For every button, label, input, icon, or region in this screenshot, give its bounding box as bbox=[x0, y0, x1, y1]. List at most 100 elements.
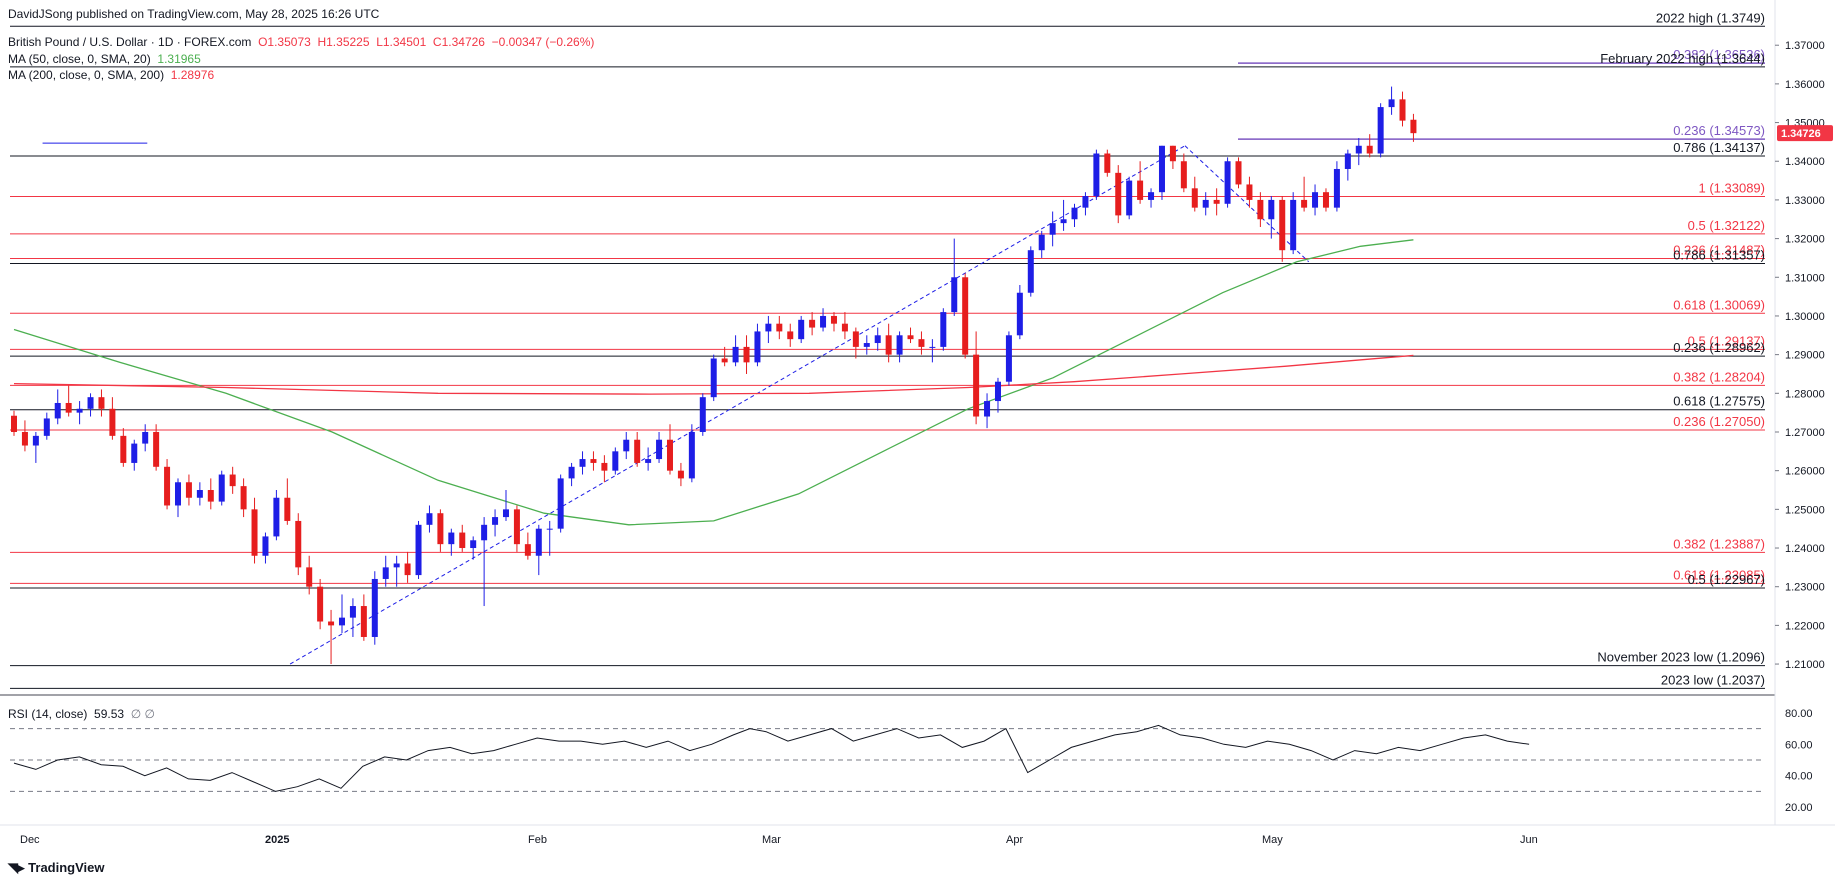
candle-body bbox=[743, 346, 750, 363]
candle-body bbox=[87, 397, 94, 409]
candle-body bbox=[76, 408, 83, 413]
level-label: 0.382 (1.28204) bbox=[1673, 369, 1765, 384]
candle-body bbox=[1322, 192, 1329, 208]
level-label: February 2022 high (1.3644) bbox=[1600, 51, 1765, 66]
candle-body bbox=[328, 621, 335, 626]
rsi-value: 59.53 bbox=[94, 707, 125, 721]
level-label: November 2023 low (1.2096) bbox=[1597, 650, 1765, 665]
level-label: 0.236 (1.31487) bbox=[1673, 242, 1765, 257]
candle-body bbox=[1093, 153, 1100, 197]
candle-body bbox=[590, 459, 597, 463]
candle-body bbox=[568, 466, 575, 479]
candle-body bbox=[415, 524, 422, 576]
candle-body bbox=[262, 536, 269, 556]
candle-body bbox=[251, 509, 258, 556]
symbol-text[interactable]: British Pound / U.S. Dollar · 1D · FOREX… bbox=[8, 35, 252, 49]
time-axis-label: Dec bbox=[20, 834, 40, 846]
candle-body bbox=[153, 431, 160, 467]
candle-body bbox=[185, 482, 192, 498]
level-label: 0.5 (1.22967) bbox=[1688, 572, 1765, 587]
level-label: 0.786 (1.31357) bbox=[1673, 247, 1765, 262]
rsi-layer: 20.00 40.00 60.00 80.00 bbox=[10, 708, 1813, 814]
candle-body bbox=[502, 509, 509, 518]
change-value: −0.00347 (−0.26%) bbox=[491, 35, 595, 49]
candle-body bbox=[940, 312, 947, 347]
candle-body bbox=[984, 401, 991, 417]
levels-layer: 2022 high (1.3749) 0.382 (1.36536)Februar… bbox=[10, 10, 1766, 689]
candle-body bbox=[338, 617, 345, 626]
candle-body bbox=[1246, 184, 1253, 200]
candle-body bbox=[11, 415, 17, 432]
candle-body bbox=[1115, 172, 1122, 216]
candle-body bbox=[513, 509, 520, 545]
time-axis-label: Jun bbox=[1520, 834, 1538, 846]
level-label: 1 (1.33089) bbox=[1699, 180, 1766, 195]
high-value: H1.35225 bbox=[317, 35, 370, 49]
rsi-line bbox=[13, 724, 1530, 792]
price-tick-label: 1.33000 bbox=[1785, 195, 1825, 207]
ma50-value: 1.31965 bbox=[157, 52, 201, 66]
published-line: DavidJSong published on TradingView.com,… bbox=[8, 7, 379, 21]
candle-body bbox=[798, 319, 805, 340]
fib-trend-line bbox=[289, 145, 1186, 665]
ma50-legend[interactable]: MA (50, close, 0, SMA, 20) 1.31965 bbox=[8, 52, 201, 66]
level-label: 0.618 (1.27575) bbox=[1673, 394, 1765, 409]
price-tick-label: 1.24000 bbox=[1785, 543, 1825, 555]
level-label: 0.236 (1.28962) bbox=[1673, 340, 1765, 355]
candle-body bbox=[404, 563, 411, 576]
candle-body bbox=[929, 346, 936, 348]
candle-body bbox=[885, 335, 892, 355]
ma200-value: 1.28976 bbox=[170, 68, 215, 82]
candle-body bbox=[1005, 335, 1012, 382]
rsi-legend[interactable]: RSI (14, close) 59.53 ∅ ∅ bbox=[8, 707, 155, 721]
candle-body bbox=[863, 343, 870, 347]
candle-body bbox=[98, 397, 105, 409]
candle-body bbox=[787, 331, 794, 340]
candle-body bbox=[1410, 119, 1417, 134]
candle-body bbox=[349, 606, 356, 618]
rsi-tick-label: 20.00 bbox=[1785, 802, 1813, 814]
candle-body bbox=[382, 567, 389, 579]
candle-body bbox=[656, 439, 663, 460]
candle-body bbox=[1377, 107, 1384, 154]
candle-body bbox=[721, 358, 728, 363]
candle-body bbox=[1257, 199, 1264, 220]
tradingview-logo-icon: ◥▸ bbox=[8, 860, 25, 875]
candle-body bbox=[207, 490, 214, 502]
time-axis-label: 2025 bbox=[265, 834, 289, 846]
candle-body bbox=[841, 323, 848, 332]
candle-body bbox=[229, 474, 236, 487]
last-price-tag bbox=[1777, 125, 1833, 142]
price-tick-label: 1.29000 bbox=[1785, 350, 1825, 362]
candle-body bbox=[1279, 199, 1286, 251]
level-label: 2022 high (1.3749) bbox=[1656, 10, 1765, 25]
price-tick-label: 1.23000 bbox=[1785, 582, 1825, 594]
ma50-label: MA (50, close, 0, SMA, 20) bbox=[8, 52, 151, 66]
candle-body bbox=[612, 451, 619, 471]
price-tick-label: 1.30000 bbox=[1785, 311, 1825, 323]
candle-body bbox=[645, 459, 652, 463]
candle-body bbox=[1312, 192, 1319, 208]
level-label: 0.786 (1.34137) bbox=[1673, 140, 1765, 155]
candle-body bbox=[393, 563, 400, 568]
level-label: 0.236 (1.27050) bbox=[1673, 414, 1765, 429]
ma200-legend[interactable]: MA (200, close, 0, SMA, 200) 1.28976 bbox=[8, 68, 214, 82]
time-axis-label: Feb bbox=[528, 834, 547, 846]
candle-body bbox=[54, 402, 61, 419]
candle-body bbox=[1148, 192, 1155, 200]
level-label: 0.382 (1.36536) bbox=[1673, 47, 1765, 62]
rsi-extra: ∅ ∅ bbox=[130, 707, 155, 721]
candle-body bbox=[426, 513, 433, 525]
candle-body bbox=[732, 346, 739, 363]
candle-body bbox=[524, 544, 531, 556]
candle-body bbox=[65, 402, 72, 413]
tradingview-logo[interactable]: ◥▸ TradingView bbox=[8, 860, 105, 876]
time-axis-label: Apr bbox=[1006, 834, 1023, 846]
candle-body bbox=[1388, 99, 1395, 108]
moving-averages-layer bbox=[13, 239, 1414, 526]
candle-body bbox=[962, 277, 969, 355]
price-tick-label: 1.28000 bbox=[1785, 388, 1825, 400]
candle-body bbox=[1399, 99, 1406, 121]
